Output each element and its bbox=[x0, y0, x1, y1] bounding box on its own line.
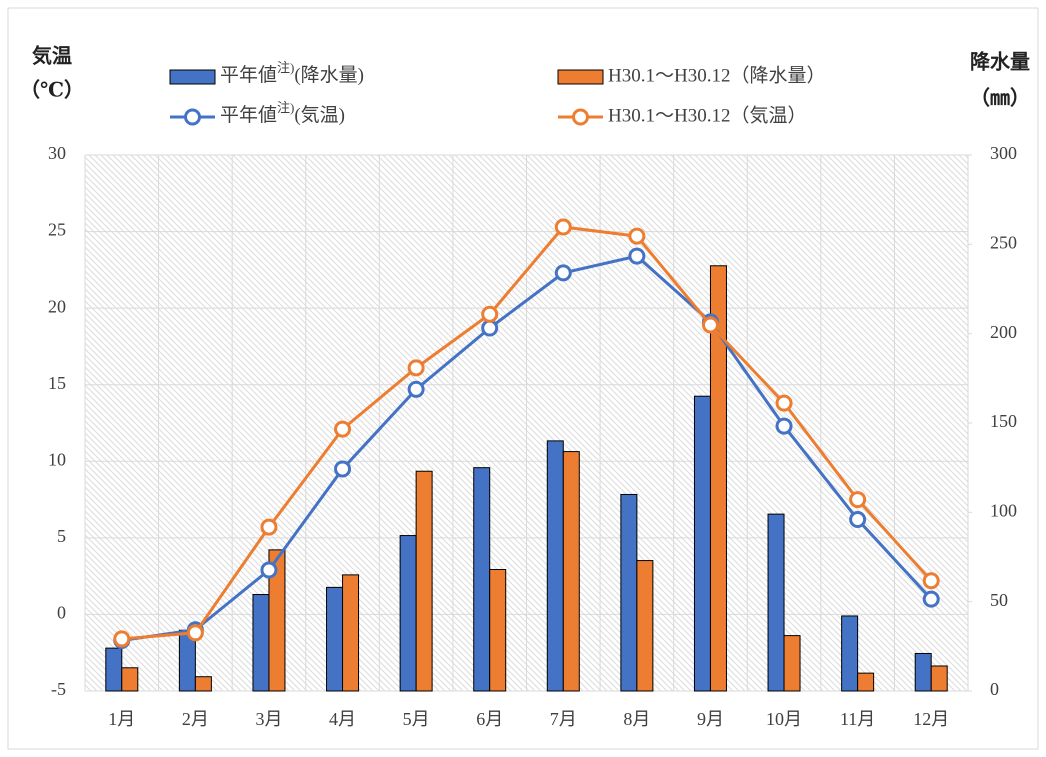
line-point bbox=[701, 316, 719, 334]
x-tick-label: 5月 bbox=[403, 709, 430, 729]
bar bbox=[105, 647, 123, 692]
x-tick-label: 8月 bbox=[623, 709, 650, 729]
bar bbox=[268, 549, 286, 692]
bar bbox=[636, 560, 654, 692]
x-tick-label: 2月 bbox=[182, 709, 209, 729]
y-tick-label: 15 bbox=[48, 373, 66, 393]
bar bbox=[783, 635, 801, 692]
y-tick-label: 20 bbox=[48, 296, 66, 316]
legend-swatch bbox=[557, 69, 604, 85]
line-point bbox=[775, 394, 793, 412]
legend-label: H30.1～H30.12（気温） bbox=[608, 104, 806, 126]
legend-label: 平年値注)(気温) bbox=[220, 100, 345, 126]
x-tick-label: 1月 bbox=[108, 709, 135, 729]
y-tick-label: -5 bbox=[51, 679, 66, 699]
y2-tick-label: 300 bbox=[990, 143, 1017, 163]
line-point bbox=[922, 590, 940, 608]
bar bbox=[194, 676, 212, 692]
legend-label: 平年値注)(降水量) bbox=[220, 60, 364, 86]
bar bbox=[857, 672, 875, 692]
y-tick-label: 5 bbox=[57, 526, 66, 546]
y2-tick-label: 100 bbox=[990, 500, 1017, 520]
bar bbox=[252, 594, 270, 692]
line-point bbox=[407, 380, 425, 398]
line bbox=[121, 225, 933, 641]
bar bbox=[841, 615, 859, 692]
y2-tick-label: 150 bbox=[990, 411, 1017, 431]
y2-tick-label: 250 bbox=[990, 232, 1017, 252]
bar bbox=[473, 467, 491, 692]
line-point bbox=[334, 460, 352, 478]
bar bbox=[709, 265, 727, 692]
y-tick-label: 0 bbox=[57, 603, 66, 623]
line bbox=[121, 254, 933, 642]
x-tick-label: 11月 bbox=[840, 709, 875, 729]
bar bbox=[326, 586, 344, 692]
legend-marker bbox=[184, 108, 201, 126]
y2-tick-label: 50 bbox=[990, 590, 1008, 610]
line-point bbox=[628, 227, 646, 245]
y-tick-label: 10 bbox=[48, 449, 66, 469]
legend-marker bbox=[572, 108, 589, 126]
y2-axis-title: （㎜） bbox=[970, 87, 1030, 110]
x-tick-label: 12月 bbox=[913, 709, 949, 729]
line-point bbox=[481, 305, 499, 323]
line-point bbox=[334, 420, 352, 438]
bar bbox=[620, 493, 638, 692]
bar bbox=[930, 665, 948, 692]
x-tick-label: 10月 bbox=[766, 709, 802, 729]
line-point bbox=[113, 630, 131, 648]
bar bbox=[562, 451, 580, 692]
y-axis-title: 気温 bbox=[32, 44, 72, 68]
line-point bbox=[849, 491, 867, 509]
bar bbox=[121, 667, 139, 692]
y2-tick-label: 0 bbox=[990, 679, 999, 699]
bar bbox=[415, 470, 433, 692]
x-tick-label: 4月 bbox=[329, 709, 356, 729]
bar bbox=[399, 535, 417, 692]
line-point bbox=[554, 218, 572, 236]
line-point bbox=[922, 572, 940, 590]
line-point bbox=[481, 319, 499, 337]
line-point bbox=[407, 359, 425, 377]
y-axis-title: （℃） bbox=[20, 79, 84, 102]
bar bbox=[342, 574, 360, 692]
line-point bbox=[260, 518, 278, 536]
line-point bbox=[260, 561, 278, 579]
y-tick-label: 25 bbox=[48, 220, 66, 240]
x-tick-label: 9月 bbox=[697, 709, 724, 729]
bar bbox=[693, 395, 711, 692]
y2-axis-title: 降水量 bbox=[970, 50, 1030, 74]
x-tick-label: 6月 bbox=[476, 709, 503, 729]
line-point bbox=[628, 247, 646, 265]
line-point bbox=[849, 510, 867, 528]
bar bbox=[489, 569, 507, 692]
line-point bbox=[775, 417, 793, 435]
y-tick-label: 30 bbox=[48, 143, 66, 163]
legend-label: H30.1～H30.12（降水量） bbox=[608, 64, 825, 86]
x-tick-label: 3月 bbox=[255, 709, 282, 729]
bar bbox=[914, 652, 932, 692]
y2-tick-label: 200 bbox=[990, 322, 1017, 342]
x-tick-label: 7月 bbox=[550, 709, 577, 729]
bar bbox=[546, 440, 564, 692]
line-point bbox=[186, 624, 204, 642]
line-point bbox=[554, 264, 572, 282]
legend-swatch bbox=[169, 69, 216, 85]
bar bbox=[767, 513, 785, 692]
